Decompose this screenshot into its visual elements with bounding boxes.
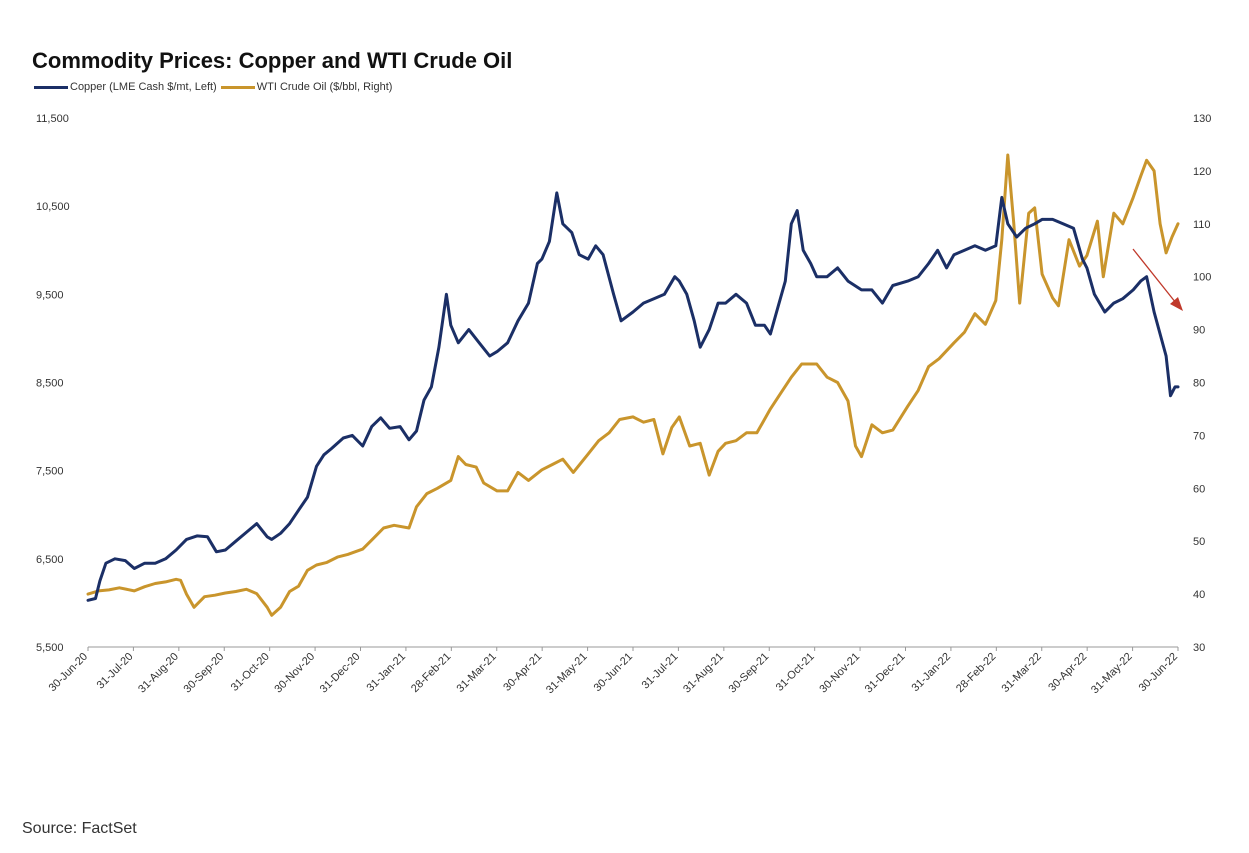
x-tick-label: 31-Mar-21 [455,651,499,695]
x-tick-label: 31-Jan-21 [365,651,409,695]
annotation-arrow-head [1170,297,1183,311]
y-left-tick-label: 11,500 [36,113,69,125]
x-tick-label: 31-Aug-20 [136,651,181,696]
x-tick-label: 30-Sep-21 [727,651,772,696]
y-right-tick-label: 50 [1193,536,1205,548]
y-right-tick-label: 30 [1193,642,1205,654]
legend-swatch-copper [34,85,68,89]
chart-legend: Copper (LME Cash $/mt, Left) WTI Crude O… [34,81,396,93]
x-tick-label: 31-May-22 [1089,651,1135,697]
series-line-copper [86,191,1180,602]
x-tick-label: 31-Jan-22 [910,651,954,695]
y-left-tick-label: 9,500 [36,289,64,301]
source-note: Source: FactSet [22,820,137,837]
x-tick-label: 31-Jul-21 [640,651,681,692]
chart-title: Commodity Prices: Copper and WTI Crude O… [32,48,513,73]
x-tick-label: 31-Dec-21 [863,651,908,696]
legend-item-wti: WTI Crude Oil ($/bbl, Right) [220,81,393,93]
series-line-wti [86,153,1180,617]
x-tick-label: 31-Dec-20 [318,651,363,696]
x-tick-label: 30-Nov-21 [817,651,862,696]
x-tick-label: 31-May-21 [544,651,590,697]
y-right-tick-label: 100 [1193,272,1211,284]
x-tick-label: 30-Apr-21 [501,651,544,694]
y-left-tick-label: 8,500 [36,378,64,390]
legend-label-copper: Copper (LME Cash $/mt, Left) [70,81,217,93]
legend-swatch-wti [220,85,255,89]
x-tick-label: 30-Jun-22 [1137,651,1181,695]
y-left-tick-label: 5,500 [36,642,64,654]
y-left-tick-label: 6,500 [36,554,64,566]
y-left-tick-label: 7,500 [36,466,64,478]
y-right-tick-label: 90 [1193,325,1205,337]
x-tick-label: 31-Aug-21 [681,651,726,696]
y-right-tick-label: 130 [1193,113,1211,125]
y-right-tick-label: 40 [1193,589,1205,601]
chart-plot: 5,500 6,500 7,500 8,500 9,500 10,500 11,500 30 4… [36,113,1211,697]
x-tick-label: 30-Jun-20 [47,651,91,695]
x-tick-label: 28-Feb-22 [954,651,998,695]
x-tick-label: 30-Nov-20 [272,651,317,696]
x-tick-label: 30-Apr-22 [1046,651,1089,694]
y-right-tick-label: 70 [1193,430,1205,442]
y-left-tick-label: 10,500 [36,201,70,213]
legend-label-wti: WTI Crude Oil ($/bbl, Right) [256,81,393,93]
x-tick-label: 31-Mar-22 [1000,651,1044,695]
x-tick-label: 30-Sep-20 [182,651,227,696]
x-tick-label: 28-Feb-21 [409,651,453,695]
annotation-arrow-line [1132,248,1177,304]
y-right-tick-label: 60 [1193,483,1205,495]
y-right-tick-label: 110 [1193,219,1211,231]
legend-item-copper: Copper (LME Cash $/mt, Left) [34,81,217,93]
y-right-tick-label: 120 [1193,166,1211,178]
x-tick-label: 31-Oct-21 [774,651,817,694]
y-right-tick-label: 80 [1193,378,1205,390]
x-tick-label: 31-Jul-20 [95,651,136,692]
x-tick-label: 31-Oct-20 [229,651,272,694]
x-tick-label: 30-Jun-21 [592,651,636,695]
